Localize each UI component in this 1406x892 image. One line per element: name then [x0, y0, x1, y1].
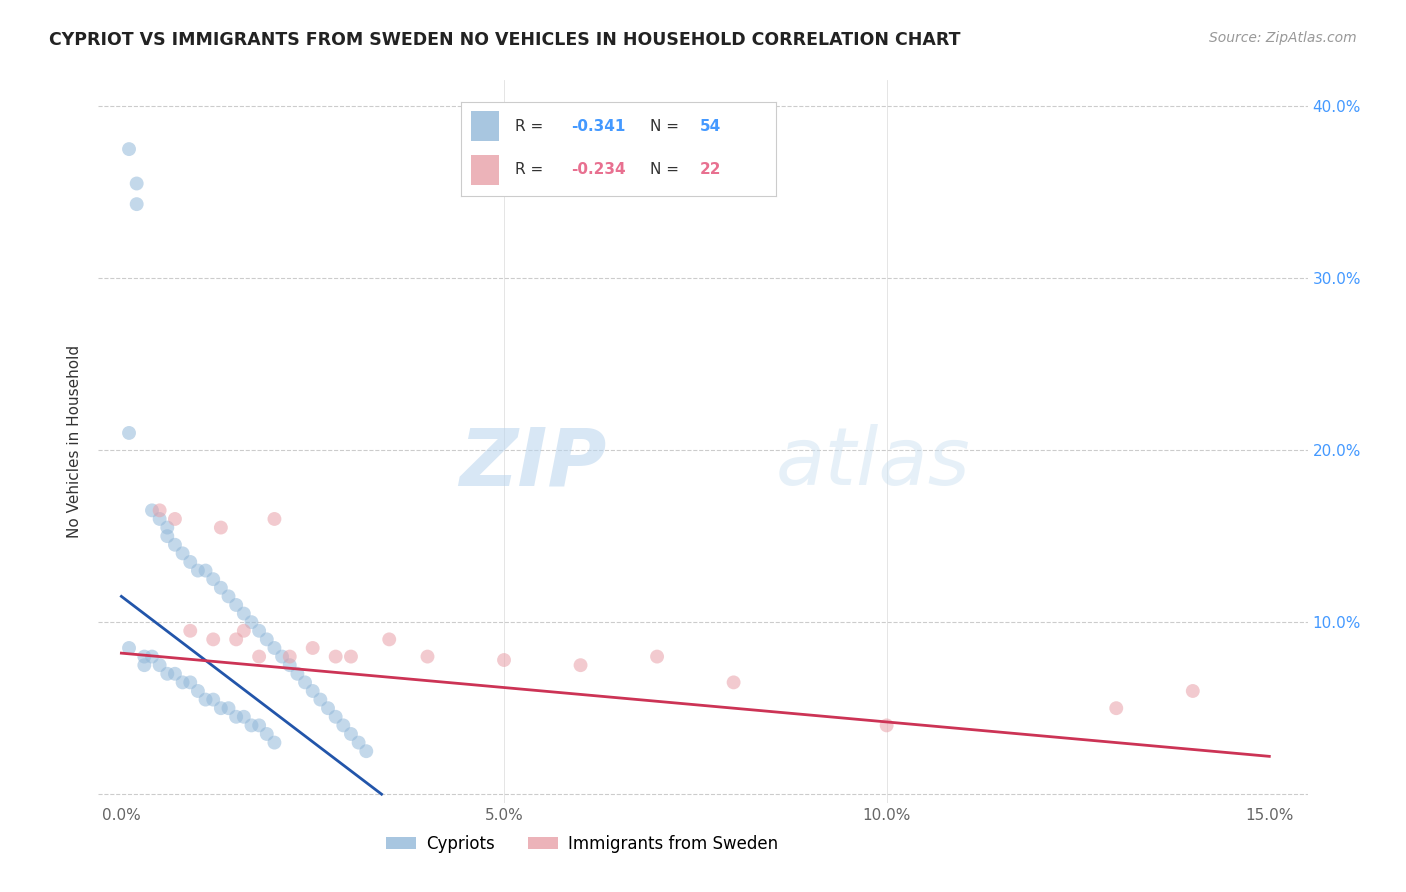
Point — [232, 607, 254, 621]
Point — [209, 701, 232, 715]
Text: ZIP: ZIP — [458, 425, 606, 502]
Point — [232, 710, 254, 724]
Point — [278, 649, 301, 664]
Point — [141, 503, 163, 517]
Point — [263, 735, 285, 749]
Point — [163, 538, 186, 552]
Point — [378, 632, 401, 647]
Point — [492, 653, 515, 667]
Point — [209, 520, 232, 534]
Point — [287, 666, 309, 681]
Point — [156, 529, 179, 543]
Point — [225, 632, 247, 647]
Point — [247, 718, 270, 732]
Point — [271, 649, 294, 664]
Point — [723, 675, 745, 690]
Point — [187, 564, 209, 578]
Point — [416, 649, 439, 664]
Text: atlas: atlas — [776, 425, 970, 502]
Point — [149, 503, 172, 517]
Point — [141, 649, 163, 664]
Point — [202, 692, 225, 706]
Point — [332, 718, 354, 732]
Point — [240, 615, 263, 630]
Point — [340, 727, 363, 741]
Point — [118, 640, 141, 655]
Point — [172, 675, 194, 690]
Point — [301, 640, 323, 655]
Point — [202, 632, 225, 647]
Point — [179, 624, 201, 638]
Point — [569, 658, 592, 673]
Point — [263, 640, 285, 655]
Point — [125, 177, 148, 191]
Legend: Cypriots, Immigrants from Sweden: Cypriots, Immigrants from Sweden — [380, 828, 785, 860]
Point — [202, 572, 225, 586]
Point — [316, 701, 339, 715]
Point — [163, 666, 186, 681]
Text: Source: ZipAtlas.com: Source: ZipAtlas.com — [1209, 31, 1357, 45]
Point — [232, 624, 254, 638]
Point — [240, 718, 263, 732]
Point — [1181, 684, 1204, 698]
Point — [309, 692, 332, 706]
Point — [172, 546, 194, 560]
Point — [156, 666, 179, 681]
Point — [301, 684, 323, 698]
Point — [340, 649, 363, 664]
Point — [163, 512, 186, 526]
Point — [179, 555, 201, 569]
Point — [225, 598, 247, 612]
Point — [247, 624, 270, 638]
Point — [149, 512, 172, 526]
Point — [247, 649, 270, 664]
Point — [179, 675, 201, 690]
Y-axis label: No Vehicles in Household: No Vehicles in Household — [67, 345, 83, 538]
Point — [325, 710, 347, 724]
Point — [209, 581, 232, 595]
Point — [347, 735, 370, 749]
Point — [876, 718, 898, 732]
Point — [278, 658, 301, 673]
Point — [218, 701, 240, 715]
Point — [134, 658, 156, 673]
Point — [187, 684, 209, 698]
Point — [263, 512, 285, 526]
Point — [225, 710, 247, 724]
Point — [645, 649, 668, 664]
Text: CYPRIOT VS IMMIGRANTS FROM SWEDEN NO VEHICLES IN HOUSEHOLD CORRELATION CHART: CYPRIOT VS IMMIGRANTS FROM SWEDEN NO VEH… — [49, 31, 960, 49]
Point — [218, 590, 240, 604]
Point — [149, 658, 172, 673]
Point — [294, 675, 316, 690]
Point — [325, 649, 347, 664]
Point — [156, 520, 179, 534]
Point — [118, 425, 141, 440]
Point — [194, 692, 217, 706]
Point — [118, 142, 141, 156]
Point — [194, 564, 217, 578]
Point — [356, 744, 378, 758]
Point — [256, 727, 278, 741]
Point — [125, 197, 148, 211]
Point — [1105, 701, 1128, 715]
Point — [256, 632, 278, 647]
Point — [134, 649, 156, 664]
